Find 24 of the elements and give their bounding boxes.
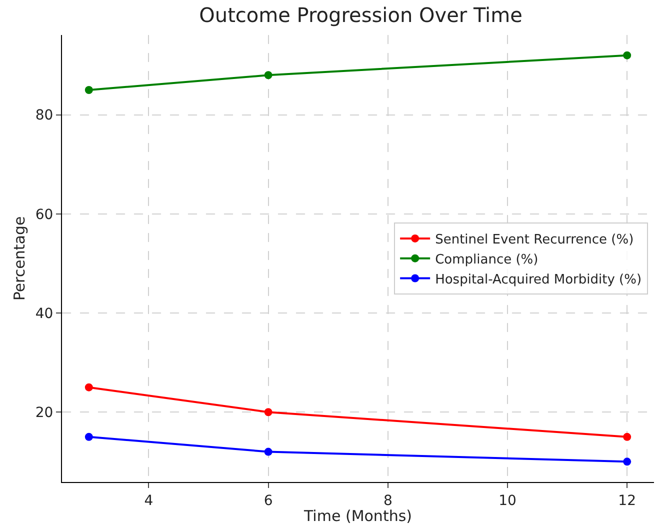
point xyxy=(264,448,272,456)
chart-title: Outcome Progression Over Time xyxy=(199,2,522,27)
legend-label: Hospital-Acquired Morbidity (%) xyxy=(435,272,642,288)
point xyxy=(623,432,632,441)
x-tick-label: 4 xyxy=(144,492,154,509)
point xyxy=(623,51,632,60)
y-tick-label: 60 xyxy=(35,206,54,223)
point xyxy=(84,432,93,441)
x-tick-label: 8 xyxy=(383,492,392,509)
legend-label: Sentinel Event Recurrence (%) xyxy=(435,232,634,248)
y-tick-label: 20 xyxy=(35,405,54,422)
point xyxy=(84,86,93,94)
point xyxy=(84,383,93,392)
point xyxy=(264,71,272,80)
x-tick-label: 10 xyxy=(498,492,516,509)
point xyxy=(623,458,632,466)
y-tick-label: 40 xyxy=(35,306,54,322)
y-tick-label: 80 xyxy=(35,108,54,124)
x-tick-label: 6 xyxy=(264,492,273,509)
x-axis-title: Time (Months) xyxy=(302,507,412,525)
y-axis-title: Percentage xyxy=(10,216,29,301)
point xyxy=(264,408,272,416)
legend-label: Compliance (%) xyxy=(435,252,538,268)
x-tick-label: 12 xyxy=(618,492,636,509)
